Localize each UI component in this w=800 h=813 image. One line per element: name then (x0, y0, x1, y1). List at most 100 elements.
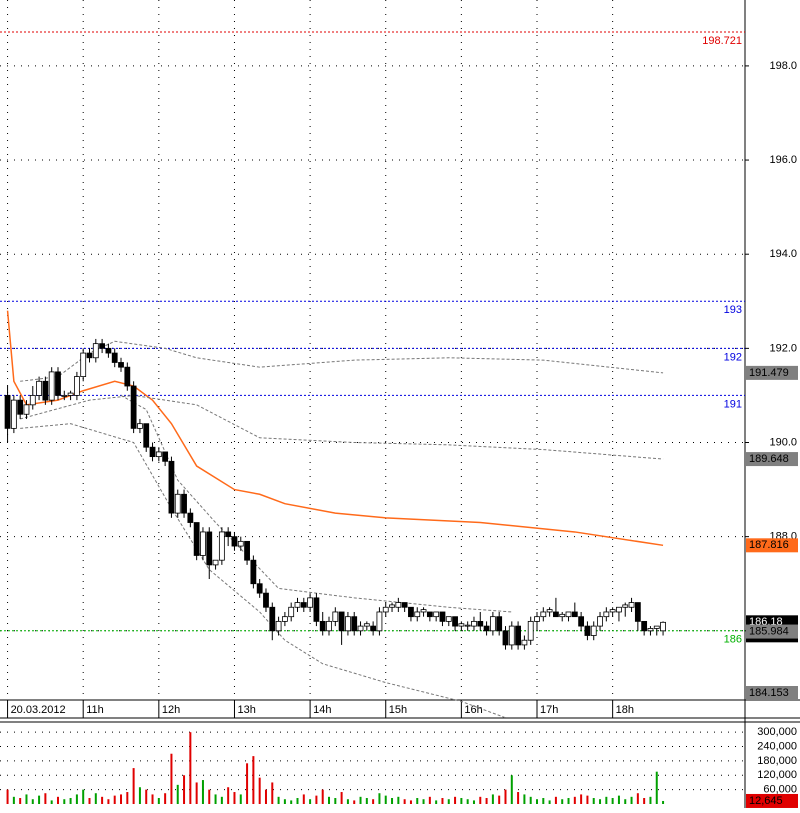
x-tick-label: 17h (540, 704, 558, 716)
volume-bar (624, 799, 627, 804)
candle-body (206, 531, 213, 566)
volume-bar (63, 799, 66, 804)
candle-body (420, 609, 427, 613)
volume-bar (170, 753, 173, 804)
price-label: 184.153 (749, 687, 789, 699)
volume-bar (328, 796, 331, 804)
candle-body (162, 451, 169, 462)
candle-body (370, 625, 377, 632)
candle-body (603, 611, 610, 618)
candle-body (326, 620, 332, 632)
volume-bar (491, 794, 494, 804)
candle-body (231, 536, 238, 547)
volume-bar (258, 777, 261, 804)
candle-body (281, 616, 288, 622)
volume-bar (126, 792, 129, 804)
volume-bar (599, 799, 602, 804)
candle-body (414, 611, 421, 618)
candle-body (471, 620, 477, 627)
volume-bar (472, 800, 475, 804)
level-label: 192 (724, 351, 742, 363)
candle-body (452, 616, 458, 627)
candle-body (23, 404, 30, 415)
candle-body (540, 611, 547, 618)
volume-bar (107, 799, 110, 804)
candle-body (225, 531, 232, 538)
candle-body (29, 395, 36, 406)
candle-body (288, 606, 295, 618)
candle-body (275, 620, 282, 632)
candle-body (42, 380, 49, 401)
y-tick-label: 198.0 (769, 60, 797, 72)
volume-bar (353, 800, 356, 804)
volume-bar (31, 799, 34, 804)
candle-body (534, 616, 540, 622)
candle-body (61, 395, 68, 397)
candle-body (515, 625, 521, 646)
volume-bar (428, 796, 431, 804)
candle-body (48, 371, 55, 401)
candle-body (389, 604, 395, 608)
candle-body (363, 623, 370, 627)
volume-bar (302, 794, 305, 804)
volume-bar (340, 792, 343, 804)
volume-bar (403, 799, 406, 804)
price-label: 185.984 (749, 625, 789, 637)
volume-bar (346, 799, 349, 804)
volume-bar (548, 800, 551, 804)
candle-body (647, 628, 654, 632)
volume-bar (321, 789, 324, 804)
indicator-line (20, 423, 506, 719)
volume-bar (246, 763, 249, 804)
volume-bar (157, 798, 160, 804)
candle-body (376, 611, 383, 632)
volume-bar (384, 795, 387, 804)
candle-body (174, 493, 181, 514)
volume-bar (460, 798, 463, 804)
volume-bar (19, 798, 22, 804)
volume-tick-label: 60,000 (763, 784, 797, 796)
volume-bar (504, 789, 507, 804)
volume-bar (334, 798, 337, 804)
candle-body (426, 611, 433, 618)
candle-body (263, 592, 269, 608)
candle-body (200, 531, 206, 556)
candle-body (105, 347, 112, 354)
volume-bar (523, 794, 526, 804)
candle-body (250, 559, 257, 585)
volume-bar (208, 789, 211, 804)
candle-body (653, 625, 660, 629)
candle-body (294, 602, 301, 608)
volume-tick-label: 120,000 (757, 769, 797, 781)
volume-bar (655, 771, 658, 804)
x-tick-label: 16h (464, 704, 482, 716)
candle-body (55, 371, 61, 396)
level-label: 186 (724, 634, 742, 646)
candle-body (80, 352, 87, 377)
volume-bar (586, 795, 589, 804)
candle-body (307, 597, 314, 608)
volume-bar (485, 798, 488, 804)
candle-body (433, 611, 440, 618)
candle-body (111, 352, 118, 363)
candle-body (458, 623, 465, 627)
volume-bar (227, 787, 230, 804)
volume-bar (391, 798, 394, 804)
volume-tick-label: 300,000 (757, 726, 797, 738)
candle-body (483, 625, 490, 632)
price-label: 191.479 (749, 367, 789, 379)
candle-body (508, 625, 515, 646)
x-tick-label: 18h (616, 704, 634, 716)
volume-bar (176, 784, 179, 804)
price-label-box (746, 365, 798, 380)
volume-bar (151, 794, 154, 804)
candle-body (565, 611, 572, 618)
volume-bar (592, 798, 595, 804)
candle-body (634, 602, 641, 622)
volume-bar (573, 796, 576, 804)
candle-body (73, 376, 80, 396)
indicator-line (6, 310, 664, 547)
volume-bar (220, 796, 223, 804)
volume-bar (120, 794, 123, 804)
